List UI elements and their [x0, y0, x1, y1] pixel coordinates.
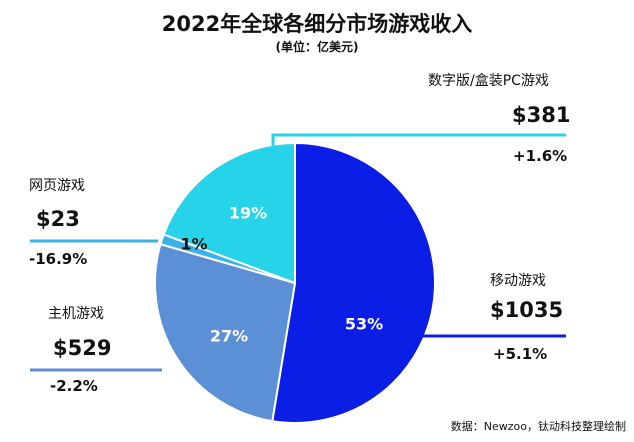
source-note: 数据：Newzoo，钛动科技整理绘制: [450, 420, 626, 433]
slice-console: [154, 242, 297, 423]
slice-pc: [162, 141, 296, 285]
change-label-mobile: +5.1%: [493, 345, 548, 363]
legend-label-mobile: 移动游戏: [490, 273, 546, 289]
legend-label-web: 网页游戏: [29, 178, 85, 194]
pct-label-pc: 19%: [229, 204, 267, 223]
chart-title: 2022年全球各细分市场游戏收入: [161, 12, 473, 36]
change-label-pc: +1.6%: [513, 147, 568, 165]
pct-label-web: 1%: [180, 235, 207, 254]
value-label-web: $23: [36, 207, 80, 231]
pct-label-console: 27%: [210, 327, 248, 346]
legend-label-pc: 数字版/盒装PC游戏: [428, 73, 549, 89]
change-label-console: -2.2%: [50, 377, 98, 395]
value-label-pc: $381: [512, 103, 571, 127]
pct-label-mobile: 53%: [345, 315, 383, 334]
chart-subtitle: (单位：亿美元): [275, 40, 359, 54]
value-label-console: $529: [53, 336, 112, 360]
legend-label-console: 主机游戏: [48, 306, 104, 322]
value-label-mobile: $1035: [490, 298, 564, 322]
change-label-web: -16.9%: [29, 250, 88, 268]
leader-line-pc: [271, 133, 566, 148]
slice-mobile: [271, 141, 436, 424]
